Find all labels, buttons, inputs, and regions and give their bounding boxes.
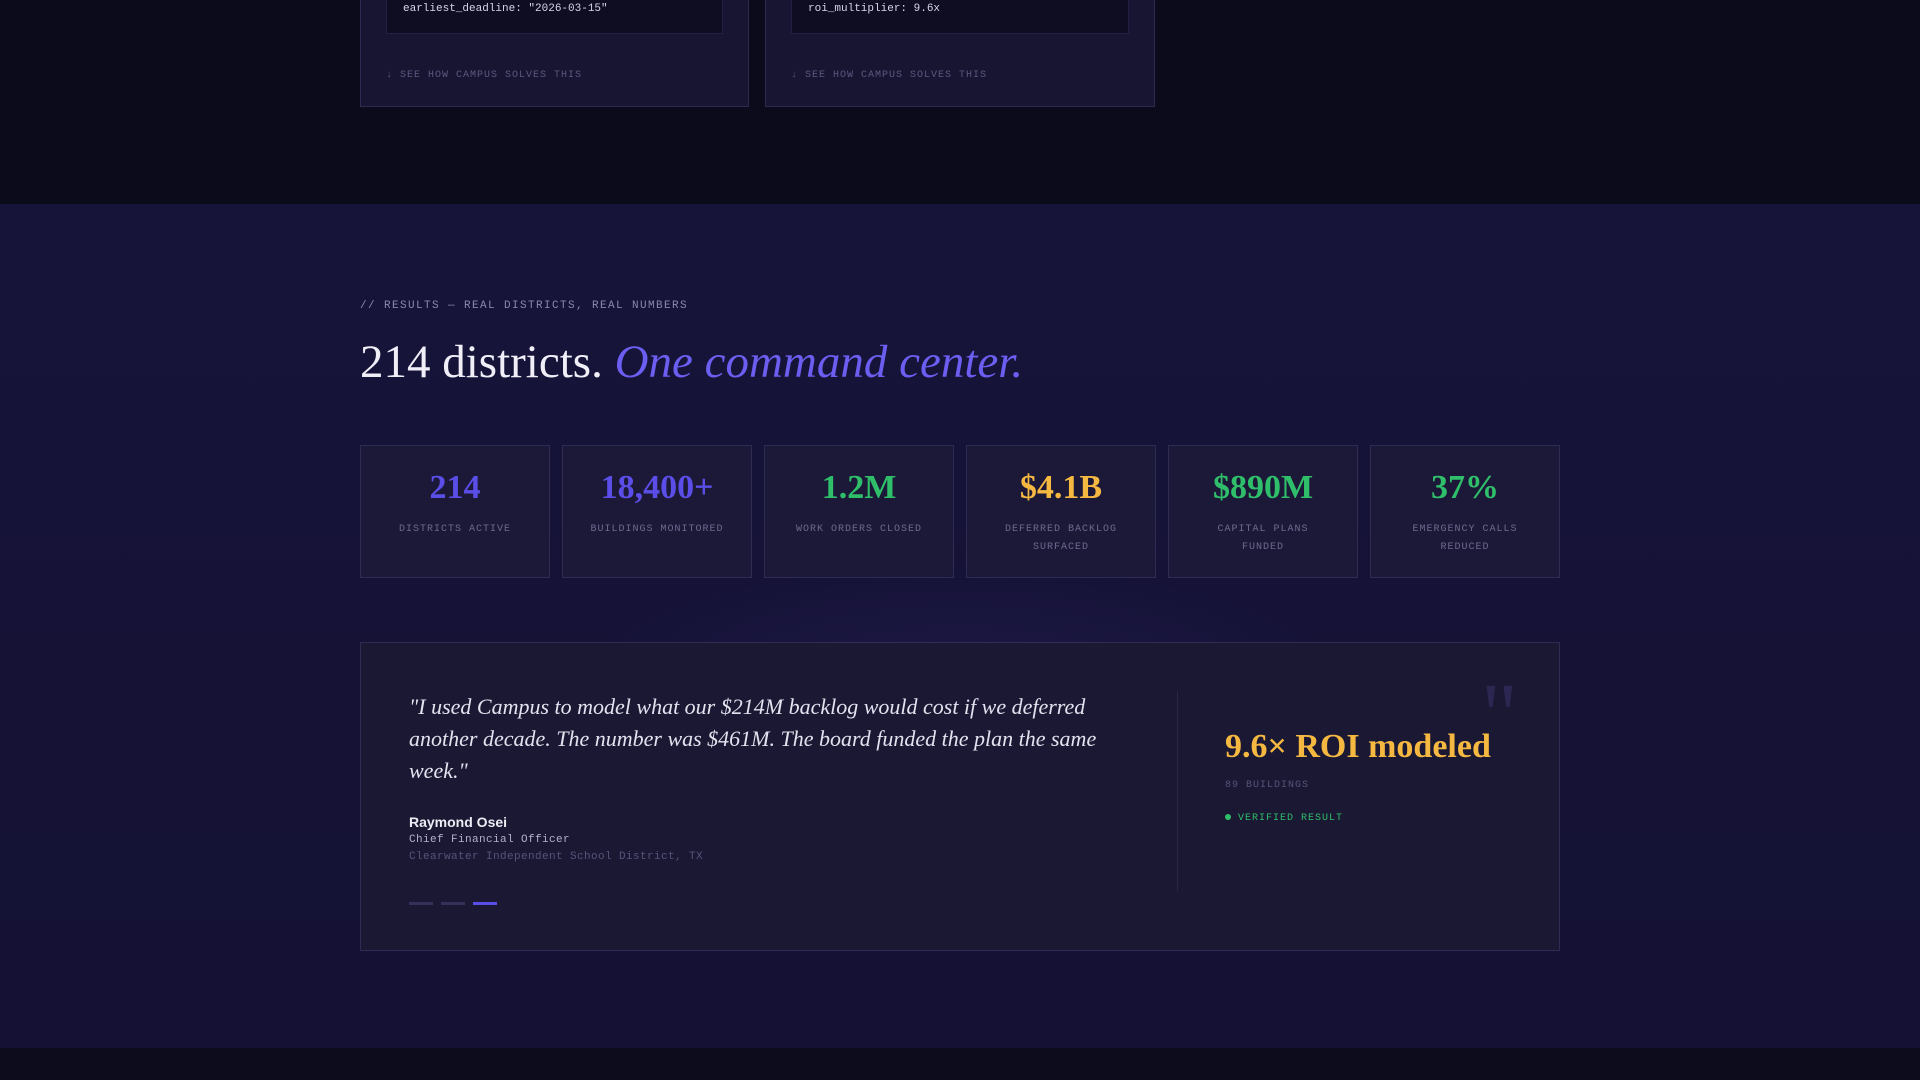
section-headline: 214 districts. One command center. bbox=[360, 328, 1023, 396]
stat-label: DISTRICTS ACTIVE bbox=[398, 524, 511, 535]
author-name: Raymond Osei bbox=[409, 814, 508, 830]
problems-section: earliest_deadline: "2026-03-15" ↓ SEE HO… bbox=[0, 0, 1920, 204]
stats-row: 214 DISTRICTS ACTIVE 18,400+ BUILDINGS M… bbox=[360, 445, 1560, 578]
stat-card-emergency-calls: 37% EMERGENCY CALLS REDUCED bbox=[1370, 445, 1560, 578]
author-organization: Clearwater Independent School District, … bbox=[409, 851, 704, 863]
stat-label: WORK ORDERS CLOSED bbox=[795, 524, 923, 535]
stat-card-work-orders: 1.2M WORK ORDERS CLOSED bbox=[764, 445, 954, 578]
carousel-dot-1[interactable] bbox=[409, 902, 433, 905]
stat-value: 1.2M bbox=[821, 469, 897, 506]
stat-value: $4.1B bbox=[1019, 469, 1103, 506]
stat-label: BUILDINGS MONITORED bbox=[590, 524, 724, 535]
stat-label: DEFERRED BACKLOG SURFACED bbox=[1004, 524, 1117, 553]
section-eyebrow: // RESULTS — REAL DISTRICTS, REAL NUMBER… bbox=[360, 300, 689, 312]
carousel-dot-2[interactable] bbox=[441, 902, 465, 905]
stat-value: 37% bbox=[1431, 469, 1499, 506]
stat-card-capital-plans: $890M CAPITAL PLANS FUNDED bbox=[1168, 445, 1358, 578]
verified-dot-icon bbox=[1225, 814, 1231, 820]
stat-value: 18,400+ bbox=[600, 469, 714, 506]
verified-label: VERIFIED RESULT bbox=[1238, 813, 1344, 824]
see-solution-link[interactable]: ↓ SEE HOW CAMPUS SOLVES THIS bbox=[791, 70, 988, 81]
code-line: roi_multiplier: 9.6x bbox=[808, 3, 941, 15]
code-snippet: earliest_deadline: "2026-03-15" bbox=[386, 0, 723, 34]
roi-subtitle: 89 BUILDINGS bbox=[1225, 780, 1310, 791]
carousel-dot-3[interactable] bbox=[473, 902, 497, 905]
see-solution-link[interactable]: ↓ SEE HOW CAMPUS SOLVES THIS bbox=[386, 70, 583, 81]
testimonial-quote: "I used Campus to model what our $214M b… bbox=[409, 694, 1097, 783]
stat-card-districts: 214 DISTRICTS ACTIVE bbox=[360, 445, 550, 578]
stat-value: 214 bbox=[429, 469, 481, 506]
results-section: // RESULTS — REAL DISTRICTS, REAL NUMBER… bbox=[0, 204, 1920, 1048]
stat-card-buildings: 18,400+ BUILDINGS MONITORED bbox=[562, 445, 752, 578]
headline-plain: 214 districts. bbox=[360, 336, 615, 388]
author-role: Chief Financial Officer bbox=[409, 834, 571, 846]
footer-band bbox=[0, 1048, 1920, 1080]
stat-card-backlog: $4.1B DEFERRED BACKLOG SURFACED bbox=[966, 445, 1156, 578]
code-snippet: roi_multiplier: 9.6x bbox=[791, 0, 1129, 34]
headline-accent: One command center. bbox=[614, 336, 1024, 388]
vertical-divider bbox=[1177, 691, 1178, 891]
testimonial-card: "I used Campus to model what our $214M b… bbox=[360, 642, 1560, 951]
verified-badge: VERIFIED RESULT bbox=[1225, 813, 1343, 824]
quote-mark-icon: " bbox=[1481, 666, 1518, 765]
stat-label: CAPITAL PLANS FUNDED bbox=[1217, 524, 1309, 553]
problem-card: earliest_deadline: "2026-03-15" ↓ SEE HO… bbox=[360, 0, 749, 107]
code-line: earliest_deadline: "2026-03-15" bbox=[403, 3, 608, 15]
stat-label: EMERGENCY CALLS REDUCED bbox=[1412, 524, 1518, 553]
stat-value: $890M bbox=[1212, 469, 1314, 506]
roi-value: 9.6× ROI modeled bbox=[1225, 728, 1491, 765]
problem-card: roi_multiplier: 9.6x ↓ SEE HOW CAMPUS SO… bbox=[765, 0, 1155, 107]
